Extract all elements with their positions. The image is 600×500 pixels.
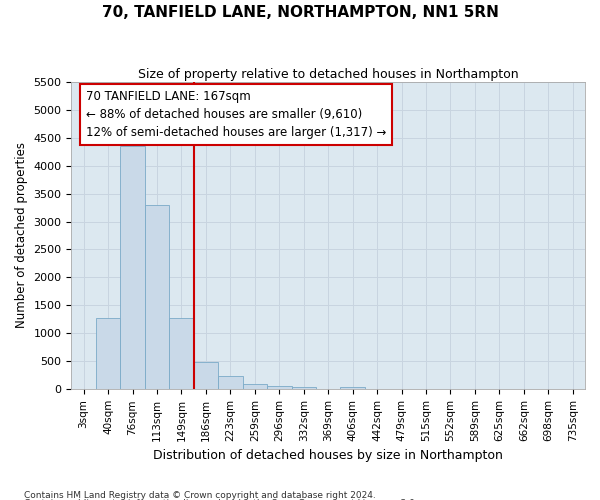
Bar (96, 318, 121, 390)
Bar (145, 204, 169, 390)
X-axis label: Distribution of detached houses by size in Northampton: Distribution of detached houses by size … (153, 450, 503, 462)
Bar (292, 386, 316, 390)
Title: Size of property relative to detached houses in Northampton: Size of property relative to detached ho… (138, 68, 518, 80)
Text: 70 TANFIELD LANE: 167sqm
← 88% of detached houses are smaller (9,610)
12% of sem: 70 TANFIELD LANE: 167sqm ← 88% of detach… (86, 90, 386, 139)
Bar (169, 318, 194, 390)
Text: Contains HM Land Registry data © Crown copyright and database right 2024.: Contains HM Land Registry data © Crown c… (24, 490, 376, 500)
Text: Contains public sector information licensed under the Open Government Licence v3: Contains public sector information licen… (24, 499, 418, 500)
Bar (242, 384, 267, 390)
Bar (340, 386, 365, 390)
Bar (267, 386, 292, 390)
Bar (121, 146, 145, 390)
Bar (218, 376, 242, 390)
Bar (194, 362, 218, 390)
Y-axis label: Number of detached properties: Number of detached properties (15, 142, 28, 328)
Text: 70, TANFIELD LANE, NORTHAMPTON, NN1 5RN: 70, TANFIELD LANE, NORTHAMPTON, NN1 5RN (101, 5, 499, 20)
